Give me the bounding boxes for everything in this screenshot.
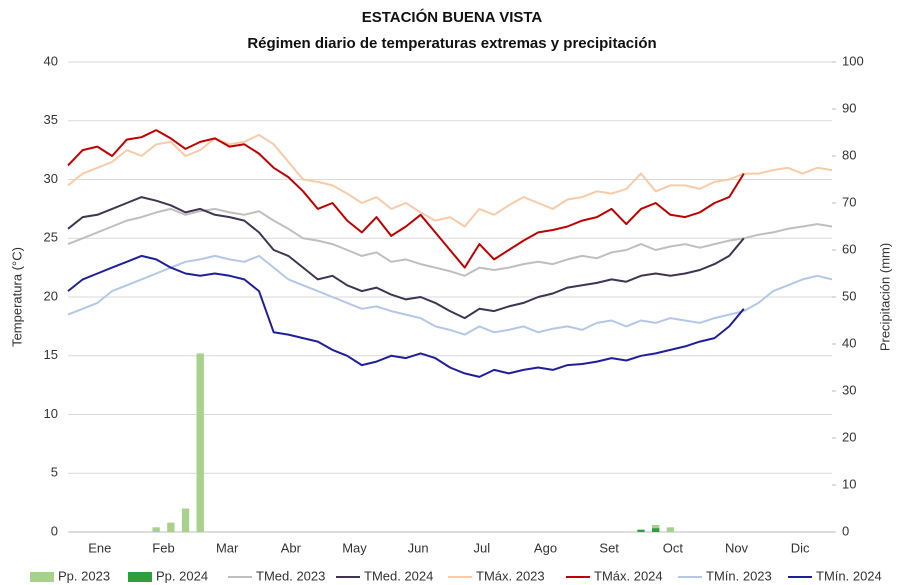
y2-tick-label: 50 (842, 288, 856, 303)
y2-tick-label: 20 (842, 429, 856, 444)
chart-title: ESTACIÓN BUENA VISTA (362, 8, 543, 26)
y2-axis-label: Precipitación (mm) (877, 243, 892, 351)
y2-tick-label: 70 (842, 194, 856, 209)
bar (181, 508, 190, 532)
bar (637, 529, 645, 532)
bar (652, 528, 660, 532)
line (67, 207, 833, 277)
y2-tick-label: 80 (842, 147, 856, 162)
line (67, 133, 833, 228)
x-tick-label: May (342, 540, 367, 555)
y2-tick-label: 60 (842, 241, 856, 256)
x-tick-label: Abr (281, 540, 302, 555)
legend-label: TMáx. 2024 (594, 568, 663, 583)
x-tick-label: Ene (88, 540, 111, 555)
y2-tick-label: 40 (842, 335, 856, 350)
y-tick-label: 25 (44, 230, 58, 245)
bar (196, 353, 204, 532)
x-tick-label: Ago (534, 540, 557, 555)
line (67, 254, 745, 378)
bar (666, 527, 675, 532)
line (67, 129, 745, 269)
y-tick-label: 5 (51, 465, 58, 480)
legend-label: Pp. 2023 (58, 568, 110, 583)
y-tick-label: 30 (44, 171, 58, 186)
legend-label: TMed. 2023 (256, 568, 325, 583)
line (67, 254, 833, 336)
legend-label: TMín. 2024 (816, 568, 882, 583)
legend-label: TMín. 2023 (706, 568, 772, 583)
y-tick-label: 40 (44, 53, 58, 68)
legend-label: Pp. 2024 (156, 568, 208, 583)
y2-tick-label: 100 (842, 53, 864, 68)
x-tick-label: Set (599, 540, 619, 555)
y-tick-label: 10 (44, 406, 58, 421)
x-tick-label: Dic (791, 540, 810, 555)
y-tick-label: 20 (44, 288, 58, 303)
x-tick-label: Jun (408, 540, 429, 555)
y-tick-label: 15 (44, 347, 58, 362)
x-tick-label: Oct (663, 540, 684, 555)
legend-label: TMáx. 2023 (476, 568, 545, 583)
y2-tick-label: 90 (842, 100, 856, 115)
y-axis-label: Temperatura (°C) (9, 247, 24, 347)
x-tick-label: Nov (725, 540, 749, 555)
y-tick-label: 35 (44, 112, 58, 127)
chart-subtitle: Régimen diario de temperaturas extremas … (247, 35, 656, 52)
x-tick-label: Mar (216, 540, 239, 555)
x-tick-label: Feb (152, 540, 174, 555)
y2-tick-label: 30 (842, 382, 856, 397)
y2-tick-label: 0 (842, 523, 849, 538)
y-tick-label: 0 (51, 523, 58, 538)
legend-swatch (30, 572, 54, 582)
y2-tick-label: 10 (842, 476, 856, 491)
bar (152, 527, 160, 532)
legend-label: TMed. 2024 (364, 568, 433, 583)
line (67, 196, 745, 320)
x-tick-label: Jul (474, 540, 491, 555)
legend-swatch (128, 572, 152, 582)
bar (167, 522, 175, 532)
